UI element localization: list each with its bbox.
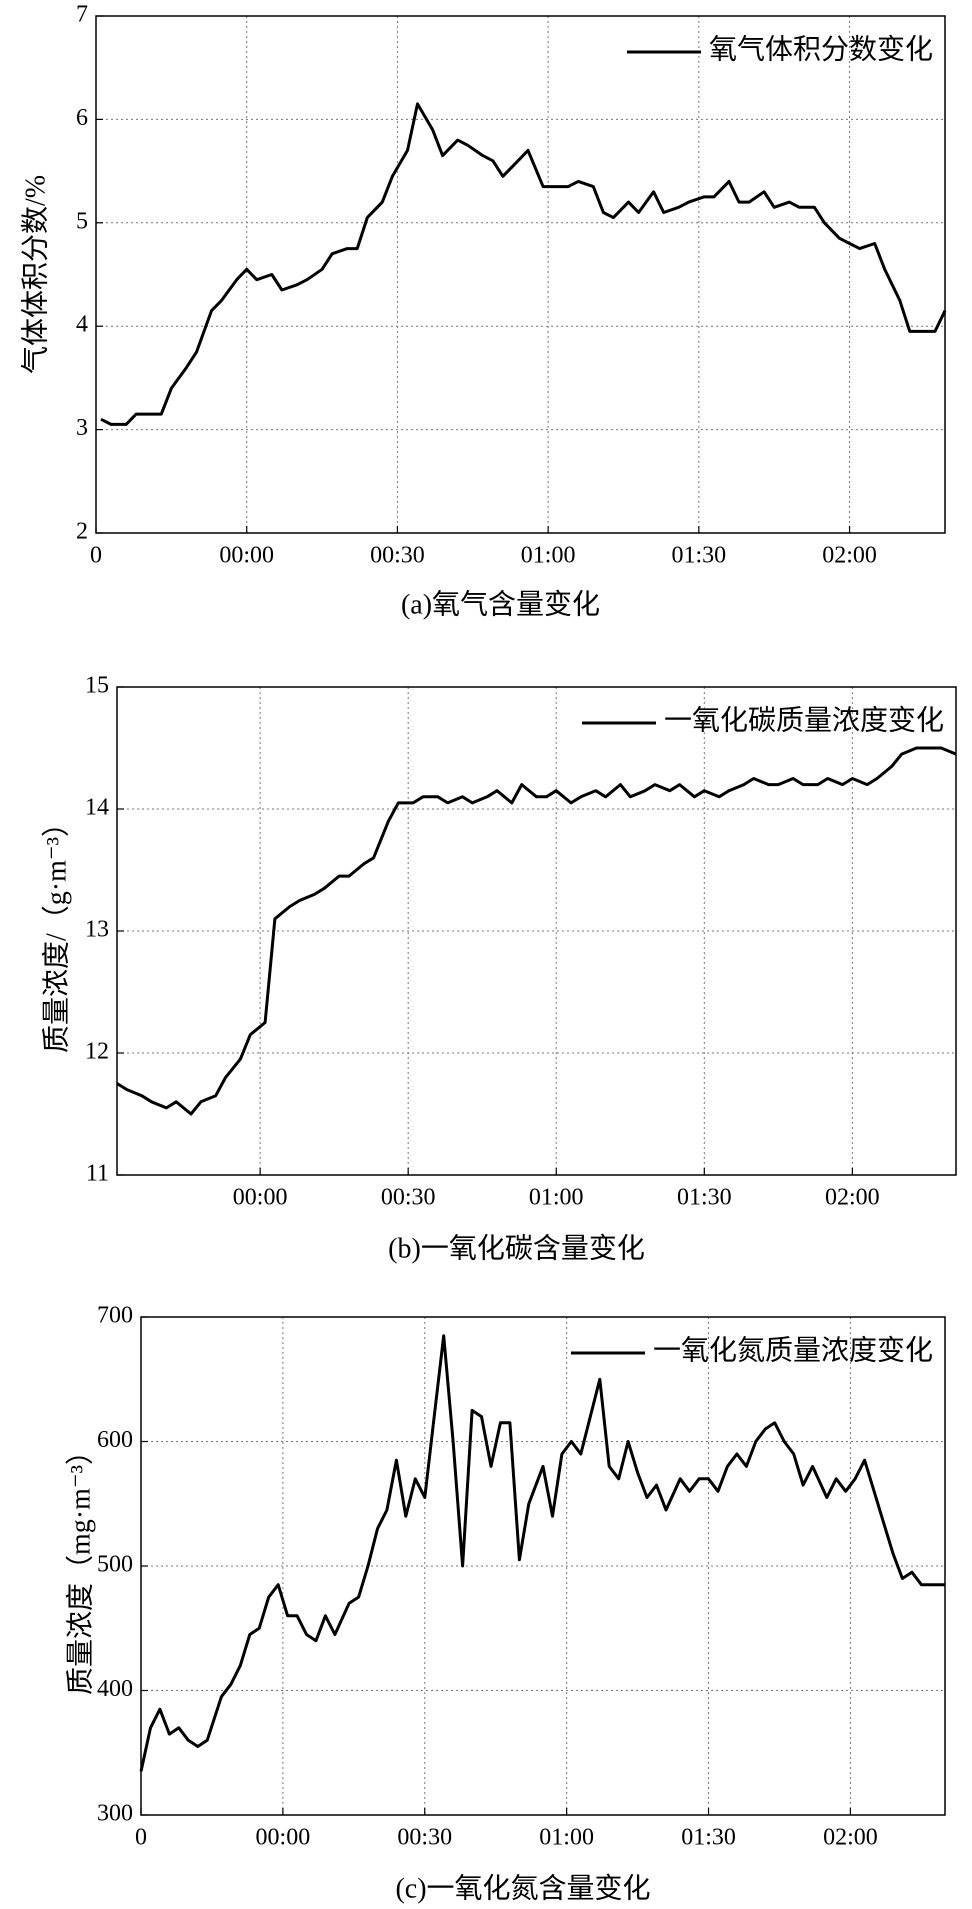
y-tick-label: 5 bbox=[76, 208, 88, 234]
y-tick-label: 6 bbox=[76, 105, 88, 131]
plot-frame bbox=[116, 686, 957, 1176]
y-tick-label: 4 bbox=[76, 312, 88, 338]
y-tick-label: 700 bbox=[97, 1303, 133, 1329]
y-tick-label: 3 bbox=[76, 415, 88, 441]
caption: (c)一氧化氮含量变化 bbox=[395, 1872, 650, 1904]
y-tick-label: 15 bbox=[85, 673, 109, 699]
data-line bbox=[139, 1334, 945, 1772]
x-tick-label: 01:00 bbox=[539, 1825, 594, 1851]
y-tick-label: 600 bbox=[97, 1427, 133, 1453]
x-tick-label: 00:00 bbox=[233, 1185, 288, 1211]
plot-frame bbox=[140, 1316, 946, 1816]
chart: 11 12 13 14 15 00:00 00:30 01:00 01:30 02:00 一氧化碳质… bbox=[40, 673, 957, 1264]
y-tick-label: 400 bbox=[97, 1676, 133, 1702]
caption: (b)一氧化碳含量变化 bbox=[388, 1232, 645, 1264]
y-tick-label: 7 bbox=[76, 2, 88, 28]
y-axis-label: 气体体积分数/% bbox=[19, 175, 51, 374]
x-tick-label: 0 bbox=[135, 1825, 147, 1851]
y-tick-label: 12 bbox=[85, 1039, 109, 1065]
plot-frame bbox=[95, 15, 946, 534]
x-tick-label: 02:00 bbox=[822, 543, 877, 569]
y-tick-label: 11 bbox=[86, 1161, 109, 1187]
data-line bbox=[100, 102, 947, 426]
x-tick-label: 00:00 bbox=[219, 543, 274, 569]
x-tick-label: 02:00 bbox=[825, 1185, 880, 1211]
x-tick-label: 01:30 bbox=[672, 543, 727, 569]
x-tick-label: 01:30 bbox=[677, 1185, 732, 1211]
legend-label: 氧气体积分数变化 bbox=[709, 33, 933, 65]
x-tick-label: 00:30 bbox=[381, 1185, 436, 1211]
x-tick-label: 00:30 bbox=[397, 1825, 452, 1851]
chart: 300 400 500 600 700 0 00:00 00:30 01:00 01:30 02:0… bbox=[64, 1303, 946, 1904]
x-tick-label: 0 bbox=[90, 543, 102, 569]
data-line bbox=[116, 746, 957, 1116]
x-tick-label: 01:00 bbox=[529, 1185, 584, 1211]
x-tick-label: 01:00 bbox=[521, 543, 576, 569]
y-tick-label: 300 bbox=[97, 1801, 133, 1827]
x-tick-label: 00:00 bbox=[256, 1825, 311, 1851]
x-tick-label: 00:30 bbox=[370, 543, 425, 569]
x-tick-label: 02:00 bbox=[823, 1825, 878, 1851]
legend-label: 一氧化氮质量浓度变化 bbox=[653, 1334, 933, 1366]
y-axis-label: 质量浓度（mg·m⁻³） bbox=[64, 1437, 96, 1695]
x-tick-label: 01:30 bbox=[681, 1825, 736, 1851]
y-axis-label: 质量浓度/（g·m⁻³） bbox=[40, 809, 72, 1053]
y-tick-label: 14 bbox=[85, 795, 109, 821]
chart: 2 3 4 5 6 7 0 00:00 00:30 01:00 01:30 02:00 氧气体积分数变化… bbox=[19, 2, 947, 620]
y-tick-label: 2 bbox=[76, 519, 88, 545]
caption: (a)氧气含量变化 bbox=[401, 588, 600, 620]
y-tick-label: 500 bbox=[97, 1552, 133, 1578]
legend-label: 一氧化碳质量浓度变化 bbox=[664, 704, 944, 736]
y-tick-label: 13 bbox=[85, 917, 109, 943]
